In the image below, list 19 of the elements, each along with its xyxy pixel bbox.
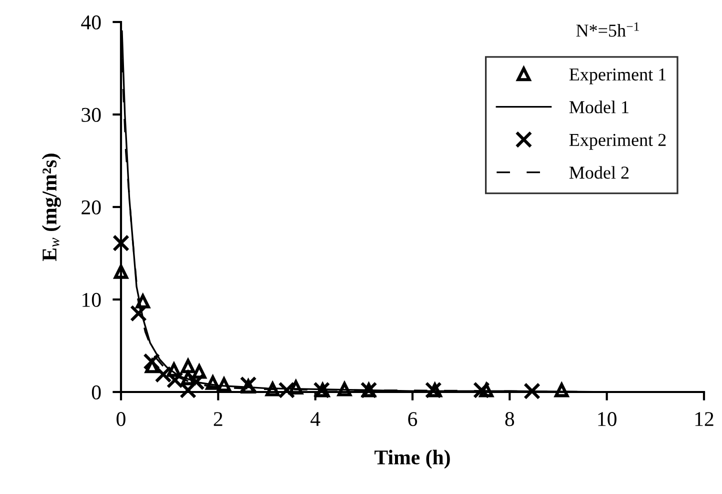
y-tick-label: 0 [92,385,101,400]
y-tick-label: 40 [81,15,101,30]
x-tick-label: 4 [310,412,320,426]
x-tick-label: 0 [116,412,126,426]
legend-label: Experiment 1 [569,68,666,84]
y-tick-label: 10 [82,292,101,307]
x-tick-label: 10 [598,412,616,426]
legend-label: Experiment 2 [569,134,666,150]
x-tick-label: 6 [408,412,418,426]
y-tick-label: 20 [82,200,101,214]
legend-title: N*=5h$^{−1}$ [576,22,639,37]
legend-label: Model 1 [569,100,628,114]
x-axis-title: Time (h) [374,450,450,469]
y-tick-label: 30 [82,108,101,122]
legend-label: Model 2 [569,166,629,179]
x-tick-label: 12 [695,412,714,426]
x-tick-label: 8 [505,412,514,426]
y-axis-title: E$_{w}$ (mg/m²s) [42,154,61,262]
x-tick-label: 2 [214,412,222,426]
